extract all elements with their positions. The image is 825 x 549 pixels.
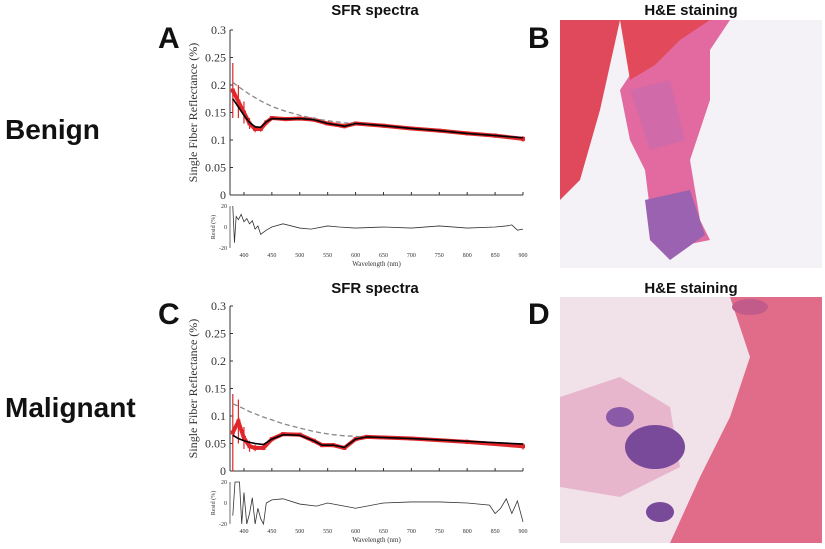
y-tick-label: 0.05: [205, 161, 226, 175]
residual-y-tick-label: 0: [224, 501, 227, 507]
panel-b-title: H&E staining: [644, 2, 738, 19]
x-tick-label: 450: [267, 529, 276, 535]
y-tick-label: 0.3: [211, 299, 226, 313]
y-tick-label: 0.15: [205, 106, 226, 120]
x-tick-label: 850: [491, 529, 500, 535]
residual-line: [232, 481, 524, 526]
fit-line: [232, 98, 524, 139]
x-tick-label: 400: [239, 253, 248, 259]
fit-line: [232, 433, 524, 449]
y-tick-label: 0.1: [211, 409, 226, 423]
measured-spectrum-line: [231, 416, 524, 451]
y-tick-label: 0.05: [205, 437, 226, 451]
x-tick-label: 650: [379, 529, 388, 535]
panel-letter-a: A: [158, 22, 180, 55]
x-tick-label: 500: [295, 529, 304, 535]
x-axis-label: Wavelength (nm): [352, 260, 401, 268]
x-tick-label: 850: [491, 253, 500, 259]
y-tick-label: 0.1: [211, 133, 226, 147]
x-tick-label: 750: [435, 253, 444, 259]
he-image-malignant: [560, 297, 822, 543]
y-tick-label: 0.3: [211, 23, 226, 37]
x-tick-label: 400: [239, 529, 248, 535]
y-axis-label: Single Fiber Reflectance (%): [186, 43, 200, 183]
y-axis-label: Single Fiber Reflectance (%): [186, 319, 200, 459]
measured-point: [230, 430, 235, 435]
x-tick-label: 600: [351, 253, 360, 259]
panel-c-title: SFR spectra: [331, 280, 419, 297]
residual-line: [232, 205, 524, 243]
chart-a: 0 0.05 0.1 0.15 0.2 0.25 0.3 400 450 500 550 600 650…: [186, 23, 528, 268]
x-tick-label: 500: [295, 253, 304, 259]
residual-y-tick-label: 20: [221, 204, 227, 210]
panel-letter-c: C: [158, 298, 180, 331]
y-tick-label: 0: [220, 464, 226, 478]
y-tick-label: 0.15: [205, 382, 226, 396]
x-tick-label: 750: [435, 529, 444, 535]
panel-d-title: H&E staining: [644, 280, 738, 297]
y-tick-label: 0.25: [205, 327, 226, 341]
x-tick-label: 600: [351, 529, 360, 535]
row-label-benign: Benign: [5, 114, 100, 145]
residual-y-tick-label: 20: [221, 480, 227, 486]
x-tick-label: 900: [519, 253, 528, 259]
x-tick-label: 800: [463, 253, 472, 259]
panel-letter-d: D: [528, 298, 550, 331]
x-tick-label: 800: [463, 529, 472, 535]
residual-y-axis-label: Resid (%): [210, 215, 217, 239]
measured-spectrum-line: [231, 89, 524, 141]
x-tick-label: 550: [323, 529, 332, 535]
x-tick-label: 700: [407, 253, 416, 259]
he-image-benign: [560, 20, 822, 268]
x-tick-label: 550: [323, 253, 332, 259]
residual-y-tick-label: -20: [219, 522, 227, 528]
y-tick-label: 0.2: [211, 78, 226, 92]
y-tick-label: 0.25: [205, 51, 226, 65]
x-tick-label: 700: [407, 529, 416, 535]
row-label-malignant: Malignant: [5, 392, 136, 423]
baseline-dashed-line: [232, 81, 524, 139]
panel-letter-b: B: [528, 22, 550, 55]
measured-point: [230, 88, 235, 93]
residual-y-axis-label: Resid (%): [210, 491, 217, 515]
y-tick-label: 0: [220, 188, 226, 202]
residual-y-tick-label: -20: [219, 246, 227, 252]
panel-a-title: SFR spectra: [331, 2, 419, 19]
x-tick-label: 450: [267, 253, 276, 259]
x-axis-label: Wavelength (nm): [352, 536, 401, 544]
x-tick-label: 650: [379, 253, 388, 259]
residual-y-tick-label: 0: [224, 225, 227, 231]
x-tick-label: 900: [519, 529, 528, 535]
chart-c: 0 0.05 0.1 0.15 0.2 0.25 0.3 400 450 500 550 600 650…: [186, 299, 528, 544]
y-tick-label: 0.2: [211, 354, 226, 368]
